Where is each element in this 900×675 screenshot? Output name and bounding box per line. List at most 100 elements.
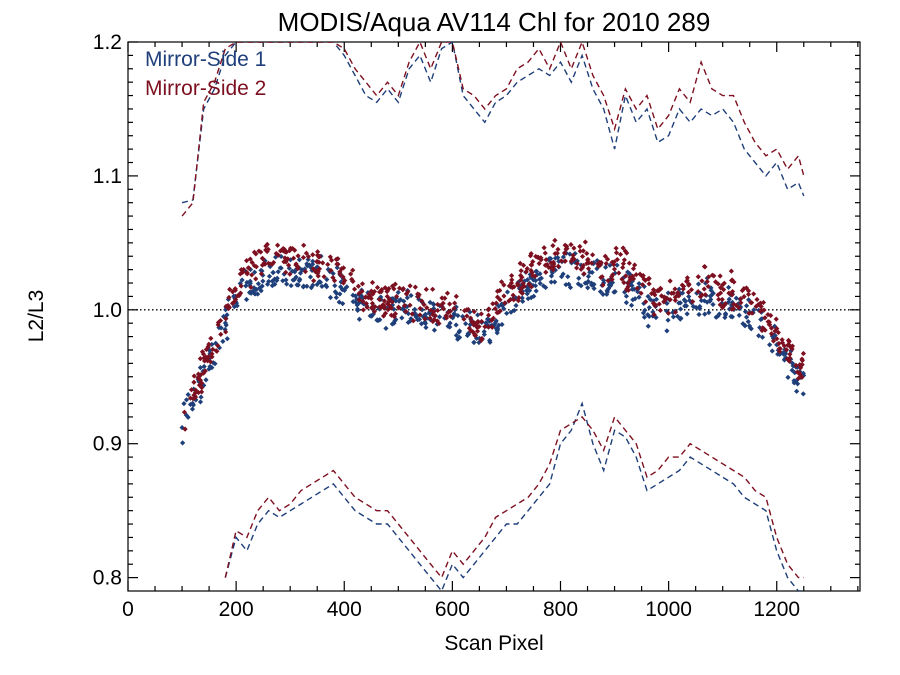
mirror-side-1-point: [566, 281, 572, 287]
mirror-side-1-point: [791, 380, 797, 386]
mirror-side-1-point: [653, 296, 660, 302]
mirror-side-2-point: [386, 302, 393, 309]
mirror-side-2-point: [552, 251, 558, 257]
mirror-side-2-point: [637, 271, 643, 277]
mirror-side-1-point: [560, 254, 566, 260]
mirror-side-2-point: [745, 288, 752, 294]
mirror-side-2-point: [287, 271, 293, 277]
mirror-side-1-point: [354, 306, 361, 312]
mirror-side-2-point: [498, 279, 505, 285]
x-tick-label: 400: [327, 598, 362, 621]
mirror-side-2-point: [760, 325, 766, 331]
mirror-side-2-point: [745, 291, 752, 297]
mirror-side-2-point: [585, 256, 591, 262]
mirror-side-2-point: [264, 248, 270, 255]
mirror-side-1-point: [629, 286, 635, 292]
mirror-side-1-point: [317, 279, 324, 285]
mirror-side-2-point: [741, 286, 747, 292]
mirror-side-2-point: [240, 266, 247, 273]
mirror-side-1-point: [275, 269, 281, 275]
mirror-side-1-point: [614, 262, 620, 268]
mirror-side-1-point: [453, 304, 459, 310]
mirror-side-1-point: [324, 284, 330, 290]
mirror-side-1-point: [455, 336, 461, 342]
mirror-side-2-point: [651, 290, 657, 296]
mirror-side-1-point: [383, 325, 389, 331]
mirror-side-1-point: [269, 282, 275, 289]
mirror-side-2-point: [563, 246, 569, 252]
mirror-side-1-point: [605, 286, 612, 292]
mirror-side-1-point: [465, 331, 472, 337]
mirror-side-1-point: [524, 291, 530, 297]
mirror-side-2-point: [452, 300, 458, 306]
mirror-side-2-point: [758, 307, 765, 313]
mirror-side-2-point: [497, 297, 503, 303]
mirror-side-1-point: [327, 294, 334, 301]
mirror-side-2-point: [337, 269, 343, 275]
mirror-side-1-point: [597, 288, 604, 295]
mirror-side-1-point: [702, 280, 709, 286]
mirror-side-1-point: [511, 307, 517, 314]
mirror-side-2-point: [518, 272, 524, 279]
y-tick-label: 1.2: [93, 31, 122, 54]
mirror-side-2-point: [652, 302, 659, 308]
mirror-side-2-point: [188, 387, 195, 393]
mirror-side-2-point: [715, 281, 721, 287]
mirror-side-2-point: [748, 299, 754, 306]
mirror-side-2-point: [533, 253, 539, 260]
mirror-side-2-point: [562, 250, 568, 256]
mirror-side-2-point: [195, 371, 202, 377]
mirror-side-1-point: [310, 258, 316, 264]
mirror-side-2-point: [543, 269, 549, 275]
mirror-side-1-point: [392, 318, 398, 324]
mirror-side-2-point: [363, 294, 369, 300]
mirror-side-2-point: [328, 257, 335, 263]
mirror-side-2-point: [754, 296, 760, 303]
mirror-side-1-point: [563, 282, 569, 288]
mirror-side-2-point: [445, 309, 451, 316]
mirror-side-2-point: [474, 328, 481, 334]
mirror-side-2-point: [237, 290, 244, 296]
mirror-side-1-point: [354, 296, 360, 302]
mirror-side-2-point: [238, 283, 244, 289]
mirror-side-1-point: [378, 294, 384, 300]
mirror-side-2-point: [303, 250, 310, 256]
mirror-side-2-point: [584, 250, 590, 257]
mirror-side-1-point: [333, 290, 340, 297]
mirror-side-1-point: [733, 295, 739, 301]
mirror-side-1-point: [476, 335, 483, 341]
mirror-side-1-point: [676, 300, 682, 306]
mirror-side-1-point: [206, 366, 212, 372]
mirror-side-2-point: [520, 262, 527, 268]
mirror-side-2-point: [568, 242, 574, 248]
mirror-side-1-point: [538, 275, 544, 281]
mirror-side-1-upper-bound-line: [181, 42, 805, 204]
mirror-side-2-point: [485, 324, 492, 330]
mirror-side-1-point: [297, 276, 303, 282]
mirror-side-2-point: [620, 245, 626, 251]
mirror-side-2-point: [267, 261, 273, 267]
mirror-side-1-point: [710, 290, 716, 296]
mirror-side-2-point: [604, 256, 611, 262]
mirror-side-1-point: [682, 298, 689, 305]
mirror-side-1-point: [682, 303, 688, 309]
mirror-side-2-point: [389, 283, 396, 289]
mirror-side-2-point: [658, 286, 664, 292]
mirror-side-2-point: [720, 287, 727, 293]
mirror-side-2-point: [366, 291, 372, 297]
mirror-side-1-point: [707, 293, 713, 299]
mirror-side-1-point: [549, 270, 556, 276]
mirror-side-2-point: [695, 288, 701, 295]
mirror-side-1-point: [626, 270, 632, 276]
mirror-side-1-point: [528, 274, 534, 281]
mirror-side-2-point: [207, 359, 214, 365]
mirror-side-1-point: [460, 313, 466, 320]
mirror-side-1-point: [716, 311, 722, 317]
mirror-side-2-point: [781, 343, 787, 349]
mirror-side-2-point: [584, 260, 590, 266]
mirror-side-2-point: [311, 278, 317, 284]
mirror-side-2-point: [476, 323, 482, 330]
mirror-side-2-point: [633, 272, 639, 278]
mirror-side-2-point: [434, 318, 440, 324]
mirror-side-2-point: [630, 266, 637, 272]
